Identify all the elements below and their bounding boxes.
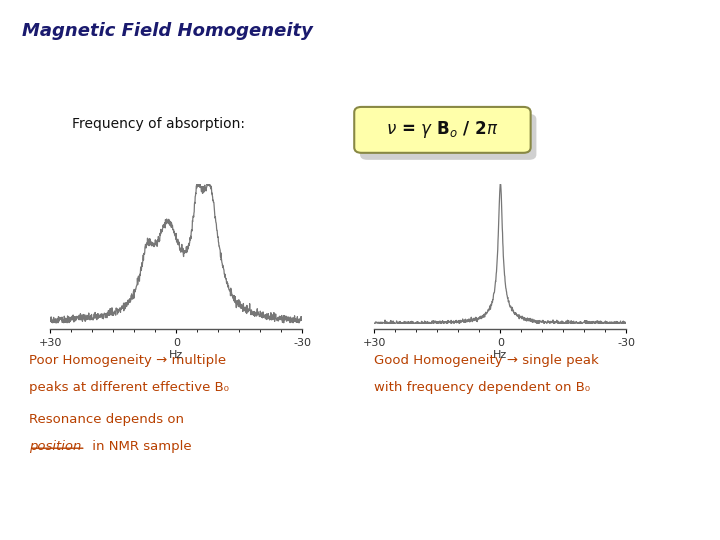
Text: Poor Homogeneity → multiple: Poor Homogeneity → multiple: [29, 354, 226, 367]
Text: $\nu$ = $\gamma$ B$_o$ / 2$\pi$: $\nu$ = $\gamma$ B$_o$ / 2$\pi$: [386, 119, 499, 140]
Text: Good Homogeneity → single peak: Good Homogeneity → single peak: [374, 354, 599, 367]
X-axis label: Hz: Hz: [493, 350, 508, 360]
Text: with frequency dependent on B₀: with frequency dependent on B₀: [374, 381, 590, 394]
Text: peaks at different effective B₀: peaks at different effective B₀: [29, 381, 229, 394]
Text: Resonance depends on: Resonance depends on: [29, 413, 184, 426]
Text: Frequency of absorption:: Frequency of absorption:: [72, 117, 245, 131]
FancyBboxPatch shape: [360, 114, 536, 160]
FancyBboxPatch shape: [354, 107, 531, 153]
Text: Magnetic Field Homogeneity: Magnetic Field Homogeneity: [22, 22, 312, 39]
X-axis label: Hz: Hz: [169, 350, 184, 360]
Text: position: position: [29, 440, 81, 453]
Text: in NMR sample: in NMR sample: [88, 440, 192, 453]
